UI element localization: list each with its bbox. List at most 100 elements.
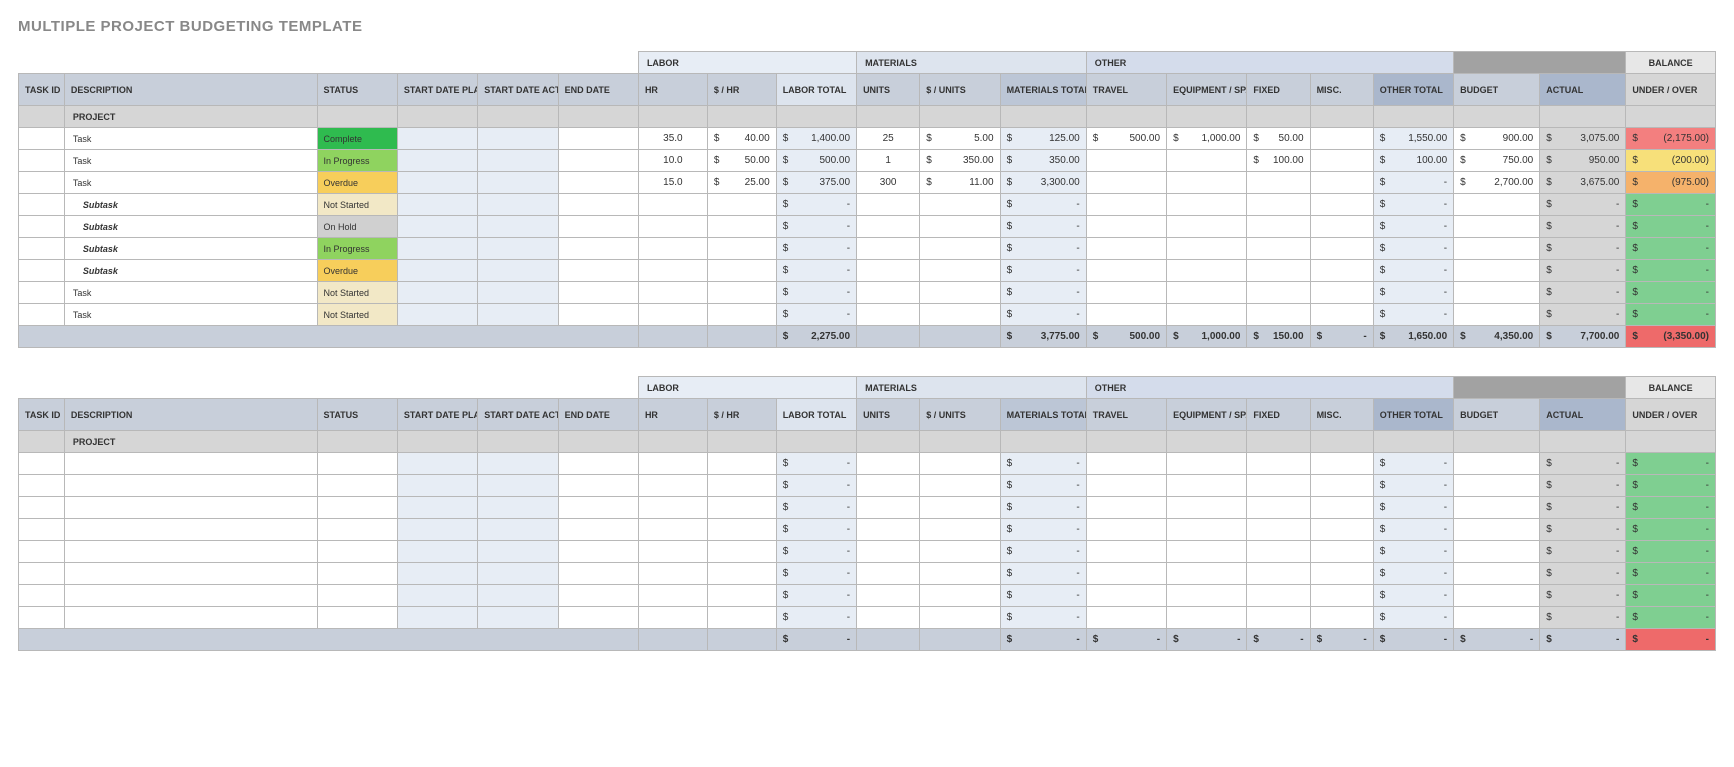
cell-start-actual[interactable] xyxy=(478,216,558,238)
cell-end-date[interactable] xyxy=(558,453,638,475)
cell-units[interactable] xyxy=(857,260,920,282)
cell-start-actual[interactable] xyxy=(478,260,558,282)
cell-taskid[interactable] xyxy=(19,128,65,150)
cell-desc[interactable]: Task xyxy=(64,172,317,194)
cell-status[interactable]: Not Started xyxy=(317,282,397,304)
cell-start-actual[interactable] xyxy=(478,238,558,260)
cell-rate[interactable] xyxy=(707,497,776,519)
cell-desc[interactable]: Task xyxy=(64,128,317,150)
cell-fixed[interactable] xyxy=(1247,304,1310,326)
cell-status[interactable]: In Progress xyxy=(317,238,397,260)
cell-end-date[interactable] xyxy=(558,128,638,150)
cell-start-actual[interactable] xyxy=(478,304,558,326)
cell-hr[interactable] xyxy=(638,282,707,304)
cell-start-actual[interactable] xyxy=(478,563,558,585)
cell-unitprice[interactable] xyxy=(920,282,1000,304)
cell-unitprice[interactable]: $11.00 xyxy=(920,172,1000,194)
cell-misc[interactable] xyxy=(1310,519,1373,541)
cell-hr[interactable] xyxy=(638,260,707,282)
cell-rate[interactable] xyxy=(707,216,776,238)
cell-start-planned[interactable] xyxy=(397,172,477,194)
cell-travel[interactable] xyxy=(1086,282,1166,304)
cell-desc[interactable] xyxy=(64,497,317,519)
cell-status[interactable] xyxy=(317,475,397,497)
cell-start-planned[interactable] xyxy=(397,541,477,563)
cell-fixed[interactable] xyxy=(1247,453,1310,475)
cell-misc[interactable] xyxy=(1310,453,1373,475)
cell-start-actual[interactable] xyxy=(478,497,558,519)
cell-fixed[interactable] xyxy=(1247,563,1310,585)
cell-desc[interactable]: Task xyxy=(64,304,317,326)
cell-start-planned[interactable] xyxy=(397,607,477,629)
cell-hr[interactable] xyxy=(638,585,707,607)
cell-end-date[interactable] xyxy=(558,282,638,304)
cell-misc[interactable] xyxy=(1310,150,1373,172)
cell-units[interactable]: 25 xyxy=(857,128,920,150)
cell-fixed[interactable] xyxy=(1247,172,1310,194)
cell-travel[interactable] xyxy=(1086,475,1166,497)
cell-travel[interactable] xyxy=(1086,150,1166,172)
cell-status[interactable]: Not Started xyxy=(317,194,397,216)
cell-hr[interactable] xyxy=(638,453,707,475)
cell-desc[interactable] xyxy=(64,453,317,475)
cell-equipment[interactable] xyxy=(1167,172,1247,194)
cell-taskid[interactable] xyxy=(19,150,65,172)
cell-misc[interactable] xyxy=(1310,497,1373,519)
cell-equipment[interactable] xyxy=(1167,194,1247,216)
cell-units[interactable] xyxy=(857,216,920,238)
cell-status[interactable] xyxy=(317,453,397,475)
cell-equipment[interactable] xyxy=(1167,260,1247,282)
cell-taskid[interactable] xyxy=(19,453,65,475)
cell-rate[interactable]: $40.00 xyxy=(707,128,776,150)
cell-fixed[interactable] xyxy=(1247,519,1310,541)
cell-hr[interactable] xyxy=(638,238,707,260)
cell-hr[interactable]: 10.0 xyxy=(638,150,707,172)
cell-units[interactable] xyxy=(857,541,920,563)
cell-desc[interactable]: Subtask xyxy=(64,260,317,282)
cell-status[interactable]: Not Started xyxy=(317,304,397,326)
cell-start-planned[interactable] xyxy=(397,585,477,607)
cell-equipment[interactable] xyxy=(1167,216,1247,238)
cell-travel[interactable] xyxy=(1086,172,1166,194)
cell-start-planned[interactable] xyxy=(397,238,477,260)
cell-start-planned[interactable] xyxy=(397,150,477,172)
cell-start-actual[interactable] xyxy=(478,585,558,607)
cell-equipment[interactable] xyxy=(1167,563,1247,585)
cell-fixed[interactable] xyxy=(1247,541,1310,563)
cell-hr[interactable] xyxy=(638,497,707,519)
cell-equipment[interactable] xyxy=(1167,304,1247,326)
cell-end-date[interactable] xyxy=(558,497,638,519)
cell-unitprice[interactable] xyxy=(920,519,1000,541)
cell-unitprice[interactable] xyxy=(920,585,1000,607)
cell-budget[interactable] xyxy=(1454,541,1540,563)
cell-end-date[interactable] xyxy=(558,607,638,629)
cell-travel[interactable] xyxy=(1086,194,1166,216)
cell-end-date[interactable] xyxy=(558,194,638,216)
cell-end-date[interactable] xyxy=(558,475,638,497)
cell-misc[interactable] xyxy=(1310,475,1373,497)
cell-equipment[interactable] xyxy=(1167,541,1247,563)
cell-status[interactable]: On Hold xyxy=(317,216,397,238)
cell-unitprice[interactable] xyxy=(920,216,1000,238)
cell-unitprice[interactable] xyxy=(920,475,1000,497)
cell-equipment[interactable] xyxy=(1167,497,1247,519)
cell-rate[interactable] xyxy=(707,260,776,282)
cell-unitprice[interactable] xyxy=(920,563,1000,585)
cell-travel[interactable] xyxy=(1086,260,1166,282)
cell-misc[interactable] xyxy=(1310,563,1373,585)
cell-desc[interactable] xyxy=(64,585,317,607)
cell-budget[interactable] xyxy=(1454,585,1540,607)
cell-unitprice[interactable] xyxy=(920,453,1000,475)
cell-start-planned[interactable] xyxy=(397,475,477,497)
cell-start-planned[interactable] xyxy=(397,304,477,326)
cell-start-actual[interactable] xyxy=(478,282,558,304)
cell-equipment[interactable] xyxy=(1167,282,1247,304)
cell-travel[interactable] xyxy=(1086,519,1166,541)
cell-end-date[interactable] xyxy=(558,304,638,326)
cell-taskid[interactable] xyxy=(19,260,65,282)
cell-rate[interactable] xyxy=(707,238,776,260)
cell-fixed[interactable] xyxy=(1247,585,1310,607)
cell-unitprice[interactable] xyxy=(920,238,1000,260)
cell-status[interactable]: Overdue xyxy=(317,172,397,194)
cell-fixed[interactable] xyxy=(1247,497,1310,519)
